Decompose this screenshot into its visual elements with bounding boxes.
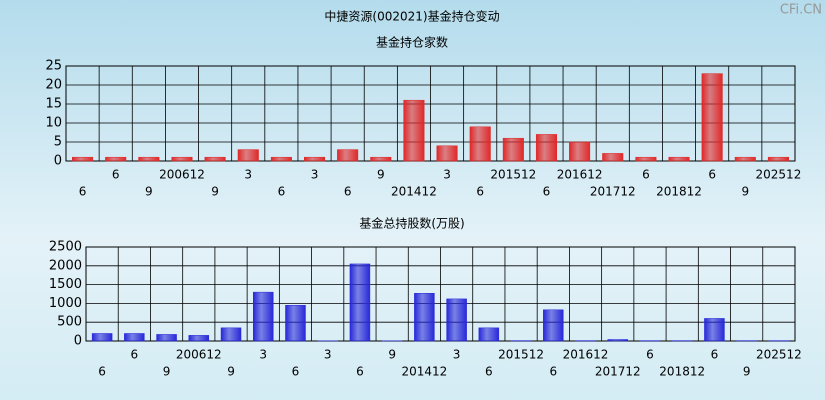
bar: [607, 339, 628, 342]
x-tick-label: 6: [356, 365, 364, 379]
bar: [569, 141, 591, 162]
y-tick-label: 20: [45, 78, 62, 93]
bar: [414, 292, 435, 342]
y-tick-label: 1500: [49, 277, 82, 292]
x-tick-label: 9: [163, 365, 171, 379]
bar: [204, 156, 226, 162]
bar: [502, 137, 524, 162]
bar: [535, 134, 557, 162]
bar: [138, 156, 160, 162]
bar: [188, 335, 210, 342]
x-tick-label: 3: [244, 168, 252, 182]
chart-title: 基金持仓家数: [376, 35, 448, 50]
x-tick-label: 201712: [590, 185, 636, 199]
x-tick-label: 201512: [498, 348, 544, 362]
x-tick-label: 6: [646, 348, 654, 362]
x-tick-label: 9: [227, 365, 235, 379]
bar: [469, 126, 491, 162]
bar: [767, 156, 789, 162]
x-tick-label: 6: [711, 348, 719, 362]
bar: [704, 318, 725, 342]
x-tick-label: 3: [443, 168, 451, 182]
x-tick-label: 3: [259, 348, 267, 362]
bar: [701, 73, 723, 162]
x-tick-label: 6: [79, 185, 87, 199]
x-tick-label: 6: [549, 365, 557, 379]
x-tick-label: 201612: [563, 348, 609, 362]
bar: [270, 156, 292, 162]
y-tick-label: 15: [45, 97, 62, 112]
x-tick-label: 201412: [401, 365, 447, 379]
bar: [370, 156, 392, 162]
x-tick-label: 200612: [159, 168, 205, 182]
x-tick-label: 202512: [756, 168, 802, 182]
bar: [237, 149, 259, 162]
y-tick-label: 2000: [49, 258, 82, 273]
bar: [403, 99, 425, 162]
bar: [285, 305, 306, 342]
bar: [253, 291, 274, 342]
x-tick-label: 9: [377, 168, 385, 182]
bar: [436, 145, 458, 162]
bar: [220, 327, 242, 342]
x-tick-label: 9: [743, 365, 751, 379]
bar: [349, 263, 371, 342]
bar: [124, 333, 145, 342]
bar: [668, 156, 690, 162]
y-tick-label: 10: [45, 116, 62, 131]
y-tick-label: 1000: [49, 296, 82, 311]
x-tick-label: 9: [211, 185, 219, 199]
x-tick-label: 201612: [557, 168, 603, 182]
y-tick-label: 0: [54, 154, 62, 169]
watermark: CFi.CN: [780, 3, 822, 18]
x-tick-label: 3: [324, 348, 332, 362]
x-tick-label: 6: [476, 185, 484, 199]
y-tick-label: 25: [45, 59, 62, 74]
bar: [105, 156, 127, 162]
x-tick-label: 6: [708, 168, 716, 182]
page-title: 中捷资源(002021)基金持仓变动: [324, 9, 499, 24]
x-tick-label: 6: [292, 365, 300, 379]
x-tick-label: 202512: [756, 348, 802, 362]
bar: [602, 153, 624, 162]
bar: [304, 156, 326, 162]
x-tick-label: 6: [485, 365, 493, 379]
x-tick-label: 6: [642, 168, 650, 182]
chart-title: 基金总持股数(万股): [359, 216, 464, 231]
x-tick-label: 6: [98, 365, 106, 379]
y-tick-label: 2500: [49, 240, 82, 255]
bar: [635, 156, 657, 162]
x-tick-label: 9: [388, 348, 396, 362]
bar: [337, 149, 359, 162]
x-tick-label: 6: [543, 185, 551, 199]
x-tick-label: 3: [453, 348, 461, 362]
x-tick-label: 201712: [595, 365, 641, 379]
x-tick-label: 201512: [490, 168, 536, 182]
bar: [72, 156, 94, 162]
x-tick-label: 201812: [659, 365, 705, 379]
x-tick-label: 201812: [656, 185, 702, 199]
bar: [156, 334, 177, 342]
bar: [171, 156, 193, 162]
x-tick-label: 3: [311, 168, 319, 182]
y-tick-label: 0: [74, 334, 82, 349]
x-tick-label: 6: [278, 185, 286, 199]
x-tick-label: 9: [741, 185, 749, 199]
bar: [478, 327, 500, 342]
x-tick-label: 6: [112, 168, 120, 182]
x-tick-label: 9: [145, 185, 153, 199]
y-tick-label: 500: [57, 315, 82, 330]
bar: [91, 333, 113, 342]
x-tick-label: 6: [131, 348, 139, 362]
x-tick-label: 200612: [176, 348, 222, 362]
x-tick-label: 201412: [391, 185, 437, 199]
bar: [734, 156, 756, 162]
x-tick-label: 6: [344, 185, 352, 199]
bar: [446, 298, 467, 342]
bar: [543, 309, 564, 342]
y-tick-label: 5: [54, 135, 62, 150]
